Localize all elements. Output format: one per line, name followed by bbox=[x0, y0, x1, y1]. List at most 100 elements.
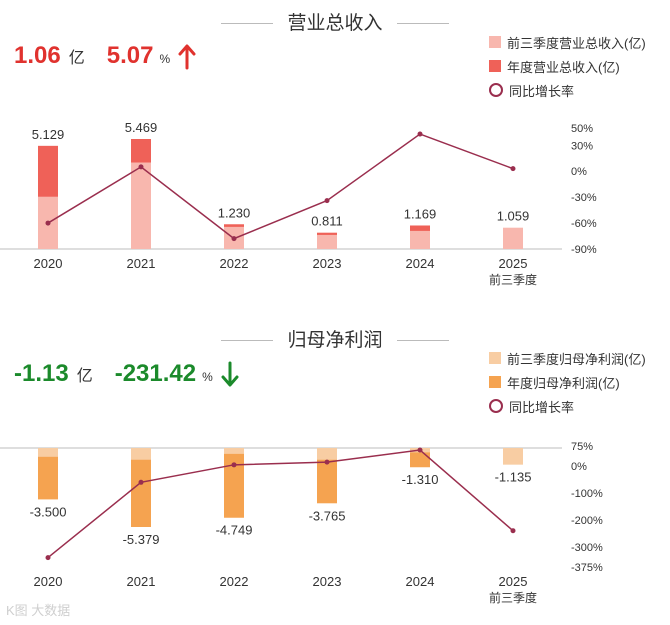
y2-tick-label: -60% bbox=[571, 218, 597, 230]
quarter-bar bbox=[317, 448, 337, 460]
growth-point bbox=[510, 528, 516, 534]
x-tick-label: 前三季度 bbox=[489, 272, 537, 287]
quarter-bar bbox=[503, 448, 523, 465]
up-arrow-icon bbox=[178, 44, 196, 70]
growth-point bbox=[45, 555, 51, 561]
revenue-unit: 亿 bbox=[68, 50, 85, 67]
growth-point bbox=[417, 131, 423, 137]
bar-data-label: -3.765 bbox=[309, 508, 346, 523]
growth-point bbox=[45, 220, 51, 226]
growth-point bbox=[231, 236, 237, 242]
bar-data-label: 0.811 bbox=[311, 214, 343, 229]
revenue-growth: 5.07 bbox=[106, 42, 154, 69]
quarter-bar bbox=[224, 448, 244, 454]
quarter-bar bbox=[131, 448, 151, 460]
bar-data-label: 1.230 bbox=[218, 205, 251, 220]
y2-tick-label: 50% bbox=[571, 123, 593, 135]
x-tick-label: 2022 bbox=[220, 256, 249, 271]
y2-tick-label: -90% bbox=[571, 244, 597, 256]
quarter-bar bbox=[131, 162, 151, 249]
growth-point bbox=[324, 198, 330, 204]
y2-tick-label: 0% bbox=[571, 166, 587, 178]
x-tick-label: 2023 bbox=[313, 256, 342, 271]
y2-tick-label: 75% bbox=[571, 441, 593, 453]
x-tick-label: 2024 bbox=[406, 256, 435, 271]
y2-tick-label: -100% bbox=[571, 488, 603, 500]
watermark: K图 大数据 bbox=[6, 603, 71, 618]
bar-data-label: -4.749 bbox=[216, 523, 253, 538]
x-tick-label: 前三季度 bbox=[489, 590, 537, 605]
bar-data-label: 5.129 bbox=[32, 127, 65, 142]
growth-point bbox=[138, 479, 144, 485]
x-tick-label: 2022 bbox=[220, 574, 249, 589]
legend-ring-icon bbox=[489, 83, 503, 97]
legend-swatch bbox=[489, 36, 501, 48]
profit-growth: -231.42 bbox=[114, 360, 197, 387]
revenue-headline: 1.06 亿 5.07 % bbox=[14, 42, 198, 70]
legend-swatch bbox=[489, 60, 501, 72]
bar-data-label: -1.310 bbox=[402, 472, 439, 487]
down-arrow-icon bbox=[221, 361, 239, 387]
growth-point bbox=[510, 166, 516, 172]
y2-tick-label: 30% bbox=[571, 140, 593, 152]
bar-data-label: -1.135 bbox=[495, 470, 532, 485]
x-tick-label: 2024 bbox=[406, 574, 435, 589]
revenue-growth-unit: % bbox=[159, 52, 171, 66]
x-tick-label: 2025 bbox=[499, 256, 528, 271]
annual-bar bbox=[410, 448, 430, 468]
x-tick-label: 2023 bbox=[313, 574, 342, 589]
profit-growth-unit: % bbox=[202, 370, 213, 384]
revenue-chart: 5.129 2020 5.469 2021 1.230 2022 0.811 2023 1.16… bbox=[0, 120, 597, 287]
growth-point bbox=[138, 164, 144, 170]
bar-data-label: -3.500 bbox=[30, 504, 67, 519]
legend-label: 同比增长率 bbox=[509, 83, 575, 99]
legend-item-revenue-growth: 同比增长率 bbox=[489, 78, 646, 102]
quarter-bar bbox=[38, 448, 58, 457]
profit-unit: 亿 bbox=[76, 368, 93, 385]
legend-label: 同比增长率 bbox=[509, 399, 575, 415]
growth-line bbox=[47, 449, 514, 559]
legend-item-annual-revenue: 年度营业总收入(亿) bbox=[489, 54, 646, 78]
quarter-bar bbox=[410, 230, 430, 249]
quarter-bar bbox=[317, 234, 337, 249]
y2-tick-label: -300% bbox=[571, 542, 603, 554]
legend-label: 前三季度归母净利润(亿) bbox=[507, 351, 646, 367]
quarter-bar bbox=[503, 227, 523, 249]
growth-line bbox=[47, 133, 514, 240]
annual-bar bbox=[224, 448, 244, 518]
revenue-section-title: 营业总收入 bbox=[0, 8, 670, 35]
legend-label: 前三季度营业总收入(亿) bbox=[507, 35, 646, 51]
profit-section-title: 归母净利润 bbox=[0, 325, 670, 352]
legend-item-quarter-revenue: 前三季度营业总收入(亿) bbox=[489, 30, 646, 54]
bar-data-label: 5.469 bbox=[125, 120, 158, 135]
profit-legend: 前三季度归母净利润(亿) 年度归母净利润(亿) 同比增长率 bbox=[489, 346, 646, 418]
x-tick-label: 2021 bbox=[127, 256, 156, 271]
x-tick-label: 2020 bbox=[34, 574, 63, 589]
y2-tick-label: 0% bbox=[571, 461, 587, 473]
bar-data-label: -5.379 bbox=[123, 532, 160, 547]
y2-tick-label: -200% bbox=[571, 515, 603, 527]
legend-ring-icon bbox=[489, 399, 503, 413]
x-tick-label: 2020 bbox=[34, 256, 63, 271]
legend-label: 年度营业总收入(亿) bbox=[507, 59, 620, 75]
legend-item-annual-profit: 年度归母净利润(亿) bbox=[489, 370, 646, 394]
y2-tick-label: -30% bbox=[571, 192, 597, 204]
profit-headline: -1.13 亿 -231.42 % bbox=[14, 360, 241, 388]
bar-data-label: 1.169 bbox=[404, 206, 437, 221]
legend-label: 年度归母净利润(亿) bbox=[507, 375, 620, 391]
growth-point bbox=[231, 462, 237, 468]
growth-point bbox=[324, 459, 330, 465]
legend-swatch bbox=[489, 376, 501, 388]
x-tick-label: 2025 bbox=[499, 574, 528, 589]
annual-bar bbox=[38, 448, 58, 500]
legend-item-profit-growth: 同比增长率 bbox=[489, 394, 646, 418]
legend-swatch bbox=[489, 352, 501, 364]
bar-data-label: 1.059 bbox=[497, 209, 530, 224]
profit-value: -1.13 bbox=[14, 360, 69, 387]
revenue-value: 1.06 bbox=[14, 42, 61, 69]
revenue-legend: 前三季度营业总收入(亿) 年度营业总收入(亿) 同比增长率 bbox=[489, 30, 646, 102]
growth-point bbox=[417, 447, 423, 453]
annual-bar bbox=[131, 448, 151, 527]
x-tick-label: 2021 bbox=[127, 574, 156, 589]
